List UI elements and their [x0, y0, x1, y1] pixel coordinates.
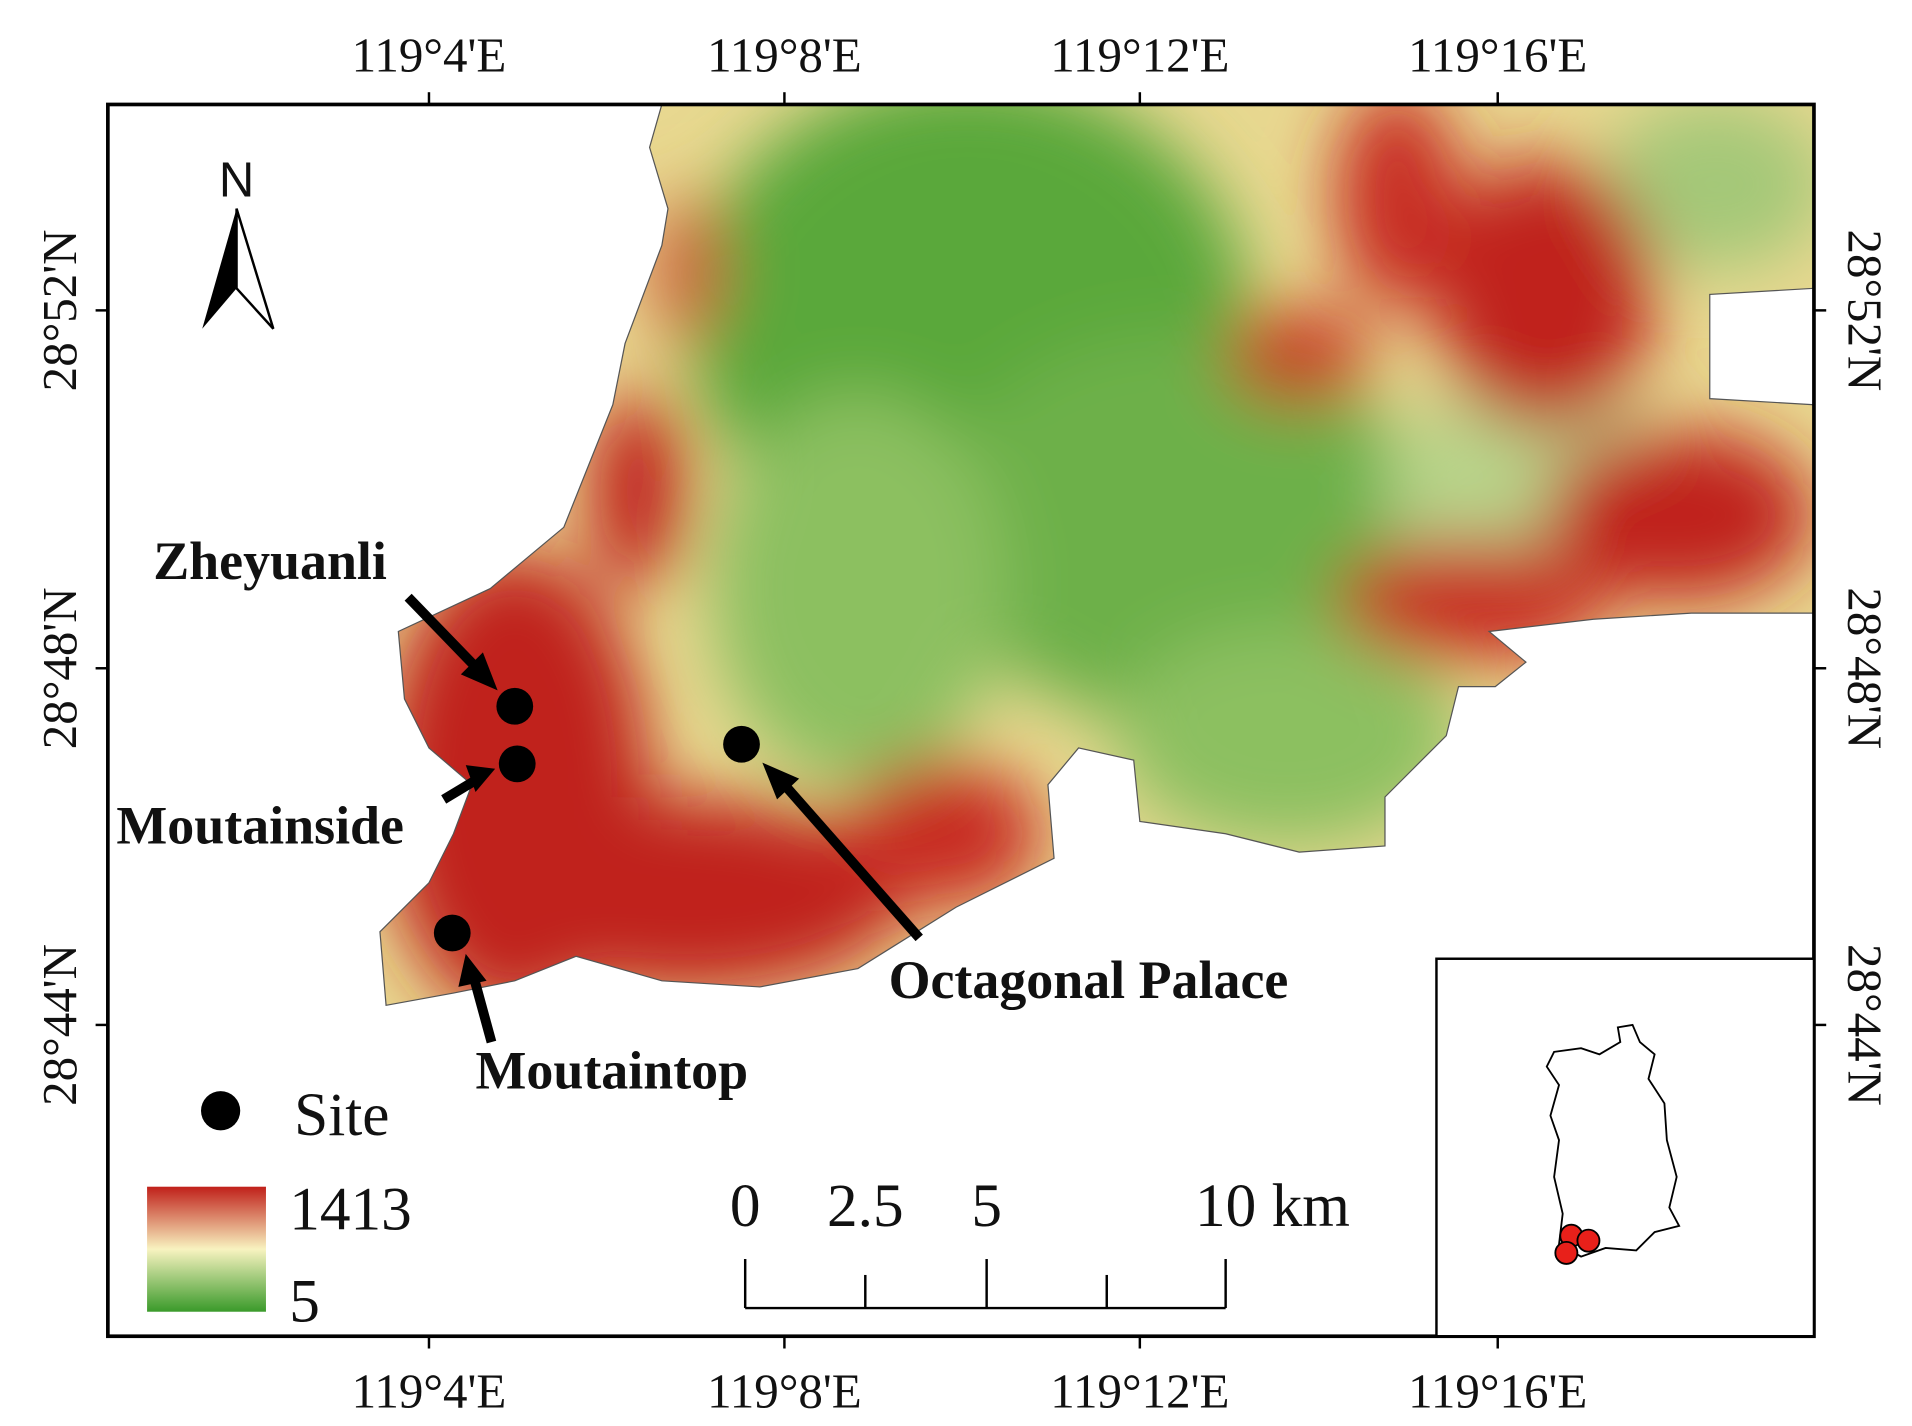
legend-colorbar	[147, 1186, 266, 1312]
lat-tick-label: 28°48'N	[32, 587, 87, 749]
site-label: Moutaintop	[476, 1041, 749, 1101]
lon-tick-label: 119°16'E	[1408, 1363, 1587, 1418]
scale-label: 0	[730, 1172, 761, 1240]
elevation-raster	[379, 104, 1814, 1006]
lat-tick-label: 28°44'N	[1837, 944, 1892, 1106]
lon-tick-label: 119°4'E	[352, 27, 507, 82]
scale-bar	[743, 1259, 1227, 1310]
legend-max: 1413	[289, 1176, 412, 1244]
site-point	[496, 687, 534, 725]
inset-sites	[1554, 1223, 1601, 1265]
legend-site-symbol	[201, 1091, 241, 1131]
north-label: N	[219, 153, 254, 207]
legend-min: 5	[289, 1268, 320, 1336]
inset-outline	[1545, 1023, 1681, 1258]
lat-tick-label: 28°52'N	[1837, 229, 1892, 391]
lon-tick-label: 119°12'E	[1050, 1363, 1229, 1418]
tick-labels: 119°4'E 119°4'E 119°8'E 119°8'E 119°12'E 119°…	[32, 27, 1892, 1418]
scale-label: 10 km	[1195, 1172, 1350, 1240]
site-label: Moutainside	[116, 796, 404, 856]
lon-tick-label: 119°12'E	[1050, 27, 1229, 82]
lon-tick-label: 119°16'E	[1408, 27, 1587, 82]
lat-tick-label: 28°52'N	[32, 229, 87, 391]
legend-site-label: Site	[294, 1081, 389, 1149]
north-arrow-left	[202, 208, 237, 329]
scale-label: 5	[971, 1172, 1002, 1240]
scale-label: 2.5	[827, 1172, 904, 1240]
lon-tick-label: 119°8'E	[707, 1363, 862, 1418]
lat-tick-label: 28°48'N	[1837, 587, 1892, 749]
site-point	[498, 745, 536, 783]
lat-tick-label: 28°44'N	[32, 944, 87, 1106]
site-point	[433, 914, 471, 952]
site-point	[723, 725, 760, 763]
site-label: Zheyuanli	[153, 531, 387, 591]
site-arrowheads	[458, 652, 800, 987]
map-frame	[106, 102, 1816, 1339]
site-points	[433, 687, 760, 952]
lon-tick-label: 119°8'E	[707, 27, 862, 82]
region-outline	[379, 104, 1814, 1007]
site-label: Octagonal Palace	[889, 950, 1289, 1010]
lon-tick-label: 119°4'E	[352, 1363, 507, 1418]
lon-ticks	[95, 92, 1827, 1349]
north-arrow-right	[235, 208, 275, 330]
